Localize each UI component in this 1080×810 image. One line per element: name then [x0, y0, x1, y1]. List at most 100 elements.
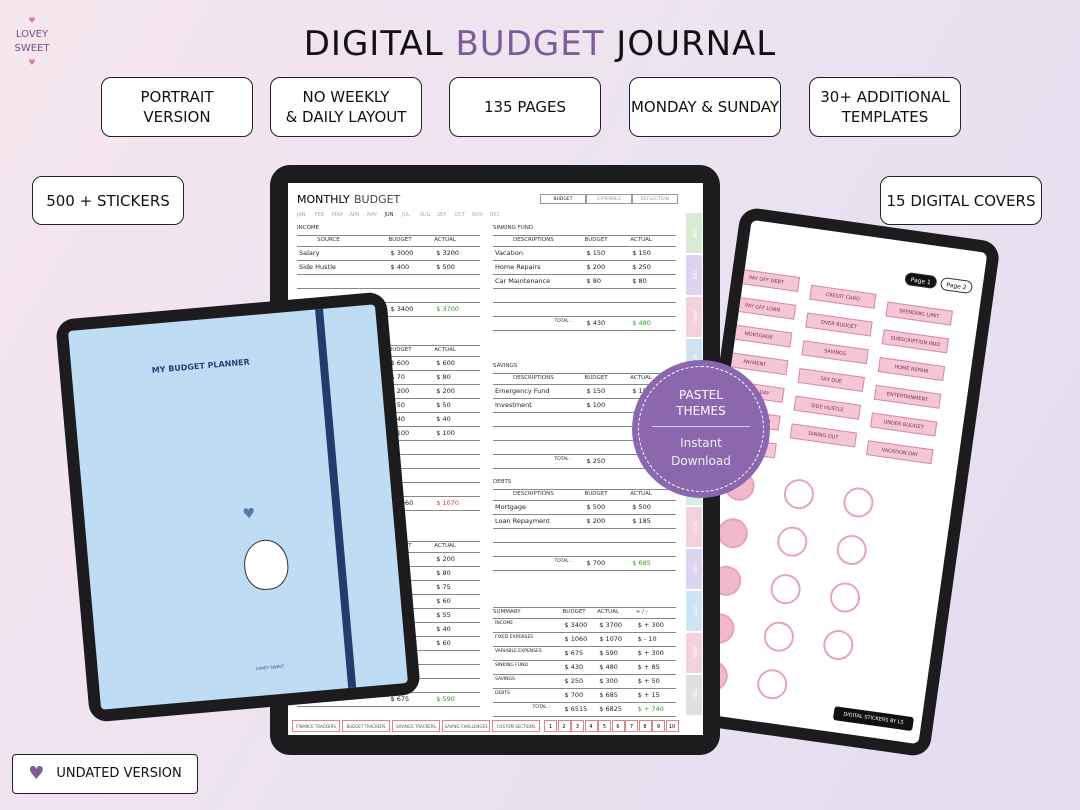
title-part: JOURNAL	[616, 24, 777, 64]
table-cell: $ 40	[436, 625, 451, 633]
sticker-icon	[775, 524, 810, 559]
table-cell: Home Repairs	[495, 263, 541, 271]
side-month-tab[interactable]: MAR	[686, 297, 702, 337]
month-link[interactable]: FEB	[314, 212, 324, 218]
table-cell: $ 100	[390, 429, 410, 437]
total-cell: TOTAL :	[532, 705, 550, 710]
badge-text: VERSION	[143, 108, 211, 126]
month-link[interactable]: JUN	[384, 212, 394, 218]
rule	[493, 489, 676, 490]
table-cell: $ 3000	[390, 249, 414, 257]
nav-link[interactable]: SAVING CHALLENGES	[442, 720, 490, 732]
planner-tab[interactable]: EXPENSES	[586, 194, 632, 204]
sticker-icon	[782, 477, 816, 512]
rule	[493, 426, 676, 427]
sticker-label: SPENDING LIMIT	[885, 301, 953, 326]
badge-text: UNDATED VERSION	[56, 766, 182, 781]
badge-text: TEMPLATES	[841, 108, 929, 126]
month-link[interactable]: JAN	[297, 212, 306, 218]
rule	[297, 235, 480, 236]
side-month-tab[interactable]: JAN	[686, 213, 702, 253]
feature-badge: PORTRAIT VERSION	[101, 77, 253, 137]
page-link[interactable]: 9	[652, 720, 665, 732]
rule	[493, 688, 676, 689]
seal-text: Download	[671, 454, 731, 468]
page-link[interactable]: 6	[611, 720, 625, 732]
rule	[493, 316, 676, 317]
page-link[interactable]: 7	[625, 720, 638, 732]
table-cell: VARIABLE EXPENSES	[495, 649, 542, 654]
sticker-label: UNDER BUDGET	[869, 412, 938, 437]
month-link[interactable]: NOV	[472, 212, 484, 218]
page-link[interactable]: 10	[665, 720, 679, 732]
nav-link[interactable]: CUSTOM SECTIONS	[492, 720, 540, 732]
rule	[493, 542, 676, 543]
page-link[interactable]: 2	[557, 720, 571, 732]
page-tab[interactable]: Page 2	[939, 276, 974, 295]
table-cell: $ 55	[436, 611, 451, 619]
sticker-icon	[828, 580, 862, 615]
total-cell: $ 675	[390, 695, 410, 703]
column-header: ACTUAL	[630, 375, 652, 381]
brand: ♥ LOVEY SWEET ♥	[10, 14, 54, 70]
side-month-tab[interactable]: FEB	[686, 255, 702, 295]
title-part: DIGITAL	[303, 24, 444, 64]
rule	[493, 330, 676, 331]
rule	[297, 260, 480, 261]
planner-tab[interactable]: BUDGET	[540, 194, 586, 204]
page-link[interactable]: 4	[584, 720, 598, 732]
rule	[493, 454, 676, 455]
page-link[interactable]: 5	[598, 720, 611, 732]
side-month-tab[interactable]: SEP	[686, 549, 702, 589]
side-month-tab[interactable]: DEC	[686, 675, 702, 715]
side-month-tab[interactable]: OCT	[686, 591, 702, 631]
month-link[interactable]: OCT	[454, 212, 465, 218]
seal-ring	[638, 366, 764, 492]
rule	[493, 607, 676, 608]
nav-link[interactable]: SAVINGS TRACKERS	[392, 720, 440, 732]
table-cell: Emergency Fund	[495, 387, 550, 395]
total-cell: $ 480	[632, 319, 651, 327]
total-cell: $ 6825	[599, 705, 623, 713]
side-month-tab[interactable]: AUG	[686, 507, 702, 547]
table-cell: $ 500	[586, 503, 606, 511]
table-cell: $ 200	[586, 517, 606, 525]
seal-divider	[652, 426, 750, 427]
month-link[interactable]: MAR	[332, 212, 344, 218]
month-link[interactable]: SEP	[437, 212, 447, 218]
page-link[interactable]: 3	[571, 720, 584, 732]
month-link[interactable]: APR	[349, 212, 360, 218]
column-header: BUDGET	[388, 347, 412, 353]
page-link[interactable]: 8	[638, 720, 652, 732]
planner-tab[interactable]: REFLECTION	[632, 194, 678, 204]
bunny	[242, 537, 291, 592]
table-cell: $ 500	[436, 263, 455, 271]
table-cell: Loan Repayment	[495, 517, 550, 525]
title: DIGITAL BUDGET JOURNAL	[0, 24, 1080, 64]
rule	[297, 274, 480, 275]
table-cell: $ 75	[436, 583, 451, 591]
month-link[interactable]: AUG	[419, 212, 431, 218]
side-month-tab[interactable]: NOV	[686, 633, 702, 673]
table-cell: $ + 15	[637, 691, 660, 699]
rule	[493, 260, 676, 261]
brand-text: SWEET	[14, 43, 50, 54]
sticker-icon	[821, 628, 856, 662]
column-header: BUDGET	[584, 491, 608, 497]
badge-text: 30+ ADDITIONAL	[820, 88, 950, 106]
month-link[interactable]: DEC	[489, 212, 501, 218]
sticker-footer: DIGITAL STICKERS BY LS	[832, 706, 915, 732]
month-link[interactable]: JUL	[402, 212, 410, 218]
sticker-label: SUBSCRIPTION PAID	[881, 329, 950, 354]
table-cell: $ 685	[599, 691, 618, 699]
page-link[interactable]: 1	[544, 720, 557, 732]
page-tab[interactable]: Page 1	[904, 271, 938, 290]
column-header: BUDGET	[584, 237, 608, 243]
total-cell: TOTAL :	[554, 559, 572, 564]
table-cell: $ 80	[586, 277, 601, 285]
nav-link[interactable]: BUDGET TRACKERS	[342, 720, 390, 732]
month-link[interactable]: MAY	[367, 212, 378, 218]
heart: ♥	[28, 58, 36, 67]
table-cell: $ 200	[436, 387, 455, 395]
nav-link[interactable]: FINANCE TRACKERS	[292, 720, 340, 732]
